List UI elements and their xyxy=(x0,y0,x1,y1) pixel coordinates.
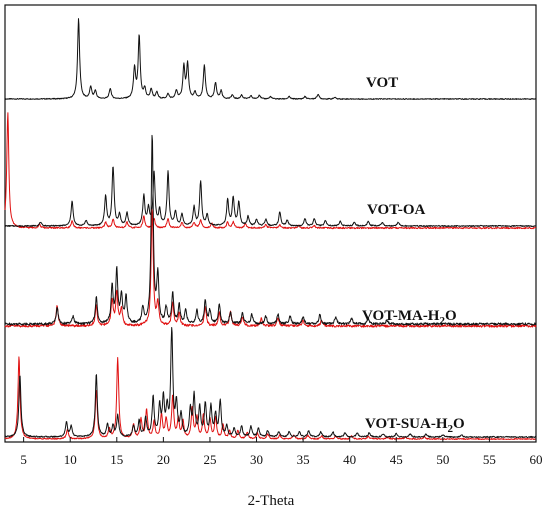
x-tick-label: 45 xyxy=(390,452,403,467)
panel-label-vot-oa: VOT-OA xyxy=(367,202,425,218)
trace-vot-experimental xyxy=(4,18,537,100)
trace-vot-ma-h2o-simulated xyxy=(4,209,537,328)
x-tick-label: 55 xyxy=(483,452,496,467)
x-tick-label: 25 xyxy=(203,452,216,467)
trace-vot-sua-h2o-experimental xyxy=(4,327,537,439)
x-tick-label: 35 xyxy=(297,452,310,467)
trace-vot-sua-h2o-simulated xyxy=(4,356,537,440)
trace-vot-oa-simulated xyxy=(4,112,537,230)
panel-label-vot-ma-h2o: VOT-MA-H2O xyxy=(362,308,457,327)
x-tick-label: 20 xyxy=(157,452,170,467)
traces xyxy=(4,18,537,440)
x-tick-label: 5 xyxy=(20,452,27,467)
x-tick-label: 30 xyxy=(250,452,263,467)
panel-label-vot: VOT xyxy=(366,75,398,91)
panel-label-vot-sua-h2o: VOT-SUA-H2O xyxy=(365,416,465,435)
x-axis-label: 2-Theta xyxy=(248,493,295,509)
trace-vot-oa-experimental xyxy=(4,166,537,227)
x-tick-label: 10 xyxy=(64,452,77,467)
x-tick-label: 15 xyxy=(110,452,123,467)
x-tick-label: 50 xyxy=(436,452,449,467)
trace-vot-ma-h2o-experimental xyxy=(4,134,537,326)
x-tick-label: 60 xyxy=(530,452,543,467)
plot-frame xyxy=(4,4,537,443)
x-ticks: 5 10 15 20 25 30 35 40 45 50 55 60 xyxy=(20,437,543,467)
x-tick-label: 40 xyxy=(343,452,356,467)
